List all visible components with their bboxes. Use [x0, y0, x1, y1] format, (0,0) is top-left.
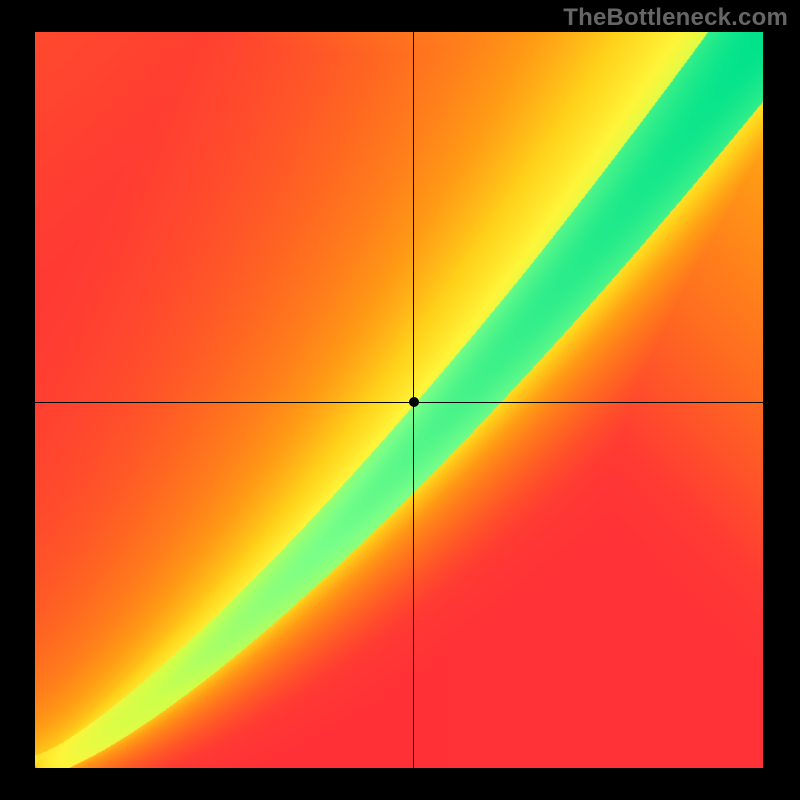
chart-container: TheBottleneck.com	[0, 0, 800, 800]
crosshair-horizontal	[35, 402, 763, 403]
watermark-text: TheBottleneck.com	[563, 4, 788, 32]
heatmap-canvas	[35, 32, 763, 768]
marker-point	[409, 397, 419, 407]
